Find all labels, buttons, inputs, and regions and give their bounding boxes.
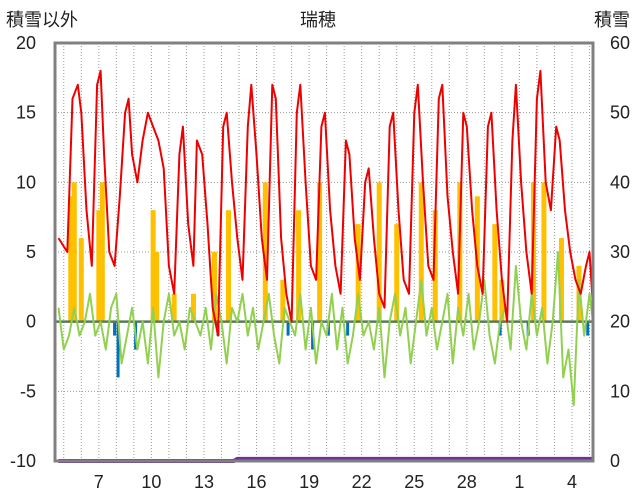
sunshine-bar — [296, 210, 302, 322]
y-right-label: 積雪 — [594, 10, 630, 30]
y-right-tick-label: 60 — [610, 33, 630, 53]
sunshine-bar — [317, 182, 323, 322]
x-tick-label: 16 — [247, 472, 267, 492]
precip-bar — [116, 321, 120, 378]
y-right-tick-label: 30 — [610, 242, 630, 262]
plot-background — [55, 43, 593, 461]
temperature-series-line — [57, 69, 594, 337]
sunshine-bar — [71, 182, 77, 322]
sunshine-bar — [492, 224, 498, 322]
y-left-tick-label: -10 — [10, 451, 36, 471]
sunshine-bar — [154, 252, 160, 322]
precip-bar — [586, 321, 590, 336]
y-right-tick-label: 50 — [610, 103, 630, 123]
sunshine-bar — [99, 182, 105, 322]
sunshine-bar — [225, 210, 231, 322]
sunshine-bar — [262, 182, 268, 322]
y-left-tick-label: 5 — [26, 242, 36, 262]
sunshine-bar — [394, 224, 400, 322]
x-tick-label: 4 — [567, 472, 577, 492]
sunshine-bar — [280, 279, 286, 322]
y-right-tick-label: 40 — [610, 172, 630, 192]
x-tick-label: 19 — [299, 472, 319, 492]
sunshine-bar — [68, 196, 74, 322]
x-tick-label: 13 — [194, 472, 214, 492]
y-right-tick-label: 10 — [610, 381, 630, 401]
y-left-tick-label: 0 — [26, 312, 36, 332]
precip-bar — [113, 321, 117, 336]
x-tick-label: 1 — [514, 472, 524, 492]
sunshine-bar — [418, 182, 424, 322]
sunshine-bar — [190, 293, 196, 322]
sunshine-bar — [499, 279, 505, 322]
sunshine-bar — [558, 238, 564, 322]
y-left-label: 積雪以外 — [6, 10, 78, 30]
precip-bar — [346, 321, 350, 336]
sunshine-bar — [541, 182, 547, 322]
sunshine-bar — [96, 210, 102, 322]
y-left-tick-label: 20 — [16, 33, 36, 53]
plot-frame — [53, 41, 595, 463]
sunshine-bar — [171, 293, 177, 322]
x-tick-label: 22 — [352, 472, 372, 492]
x-tick-label: 7 — [94, 472, 104, 492]
precip-bar — [286, 321, 290, 336]
y-right-tick-label: 0 — [610, 451, 620, 471]
y-left-tick-label: 15 — [16, 103, 36, 123]
x-tick-label: 10 — [141, 472, 161, 492]
x-tick-label: 25 — [404, 472, 424, 492]
sunshine-bar — [78, 238, 84, 322]
sunshine-bar — [376, 182, 382, 322]
y-left-tick-label: -5 — [20, 381, 36, 401]
sunshine-bar — [150, 210, 156, 322]
chart-title: 瑞穂 — [300, 10, 336, 30]
x-tick-label: 28 — [457, 472, 477, 492]
y-right-tick-label: 20 — [610, 312, 630, 332]
sunshine-bar — [211, 252, 217, 322]
sunshine-bar — [432, 210, 438, 322]
y-left-tick-label: 10 — [16, 172, 36, 192]
